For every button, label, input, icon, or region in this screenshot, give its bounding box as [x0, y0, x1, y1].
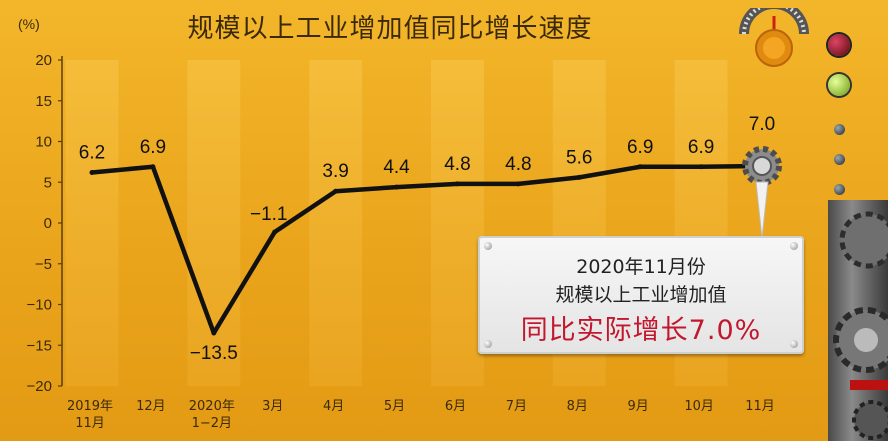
- data-label: 4.8: [505, 154, 531, 175]
- data-point: [454, 181, 460, 187]
- data-label: −13.5: [190, 343, 238, 364]
- data-label: 7.0: [749, 114, 775, 135]
- data-label: 3.9: [322, 161, 348, 182]
- callout-date: 2020年11月份: [576, 256, 706, 278]
- y-tick-label: −5: [35, 256, 52, 273]
- callout-box: 2020年11月份 规模以上工业增加值 同比实际增长7.0%: [478, 236, 804, 354]
- decorative-machinery: [828, 200, 888, 441]
- data-point: [272, 229, 278, 235]
- data-point: [333, 188, 339, 194]
- callout-highlight: 同比实际增长7.0%: [520, 315, 762, 346]
- data-point: [698, 164, 704, 170]
- callout-metric: 规模以上工业增加值: [555, 284, 727, 306]
- data-label: 4.8: [444, 154, 470, 175]
- x-tick-label: 12月: [136, 399, 166, 414]
- x-tick-label: 4月: [323, 399, 344, 414]
- x-tick-label: 3月: [262, 399, 283, 414]
- panel-screw: [834, 184, 845, 195]
- y-tick-label: 0: [44, 215, 52, 232]
- x-tick-label: 6月: [445, 399, 466, 414]
- x-tick-label: 2019年: [67, 399, 113, 414]
- y-tick-label: −10: [27, 297, 52, 314]
- red-indicator-lamp: [828, 34, 850, 56]
- x-tick-label: 9月: [628, 399, 649, 414]
- data-label: 6.9: [688, 137, 714, 158]
- x-tick-label: 1−2月: [192, 416, 232, 431]
- data-point: [89, 169, 95, 175]
- rivet: [790, 340, 798, 348]
- x-tick-label: 11月: [75, 416, 105, 431]
- y-tick-label: 20: [35, 52, 52, 69]
- data-point: [150, 164, 156, 170]
- data-point: [637, 164, 643, 170]
- data-point: [576, 174, 582, 180]
- panel-screw: [834, 124, 845, 135]
- x-tick-label: 2020年: [189, 399, 235, 414]
- chart-title: 规模以上工业增加值同比增长速度: [187, 14, 593, 44]
- data-label: 6.9: [140, 137, 166, 158]
- data-point: [394, 184, 400, 190]
- y-tick-label: 10: [35, 134, 52, 151]
- column-band: [65, 60, 119, 386]
- panel-screw: [834, 154, 845, 165]
- x-tick-label: 8月: [567, 399, 588, 414]
- column-band: [309, 60, 363, 386]
- column-band: [431, 60, 484, 386]
- data-point: [515, 181, 521, 187]
- y-tick-label: −20: [27, 378, 52, 395]
- y-tick-label: 5: [44, 174, 52, 191]
- series-line: [89, 163, 765, 336]
- x-tick-label: 10月: [684, 399, 714, 414]
- data-label: 5.6: [566, 147, 592, 168]
- green-indicator-lamp: [828, 74, 850, 96]
- rivet: [484, 340, 492, 348]
- rivet: [790, 242, 798, 250]
- y-tick-label: −15: [27, 337, 52, 354]
- x-tick-label: 11月: [745, 399, 775, 414]
- gear-hub: [752, 155, 772, 176]
- x-tick-label: 7月: [506, 399, 527, 414]
- data-label: 6.9: [627, 137, 653, 158]
- gear-icon: [742, 145, 782, 239]
- y-axis-unit: (%): [18, 16, 40, 32]
- callout-pointer: [755, 181, 769, 239]
- column-band: [187, 60, 241, 386]
- data-label: 4.4: [383, 157, 410, 178]
- x-tick-label: 5月: [384, 399, 405, 414]
- data-label: −1.1: [250, 204, 288, 225]
- y-tick-label: 15: [35, 93, 52, 110]
- gauge-icon: [738, 0, 810, 68]
- data-point: [211, 330, 217, 336]
- rivet: [484, 242, 492, 250]
- data-label: 6.2: [79, 142, 105, 163]
